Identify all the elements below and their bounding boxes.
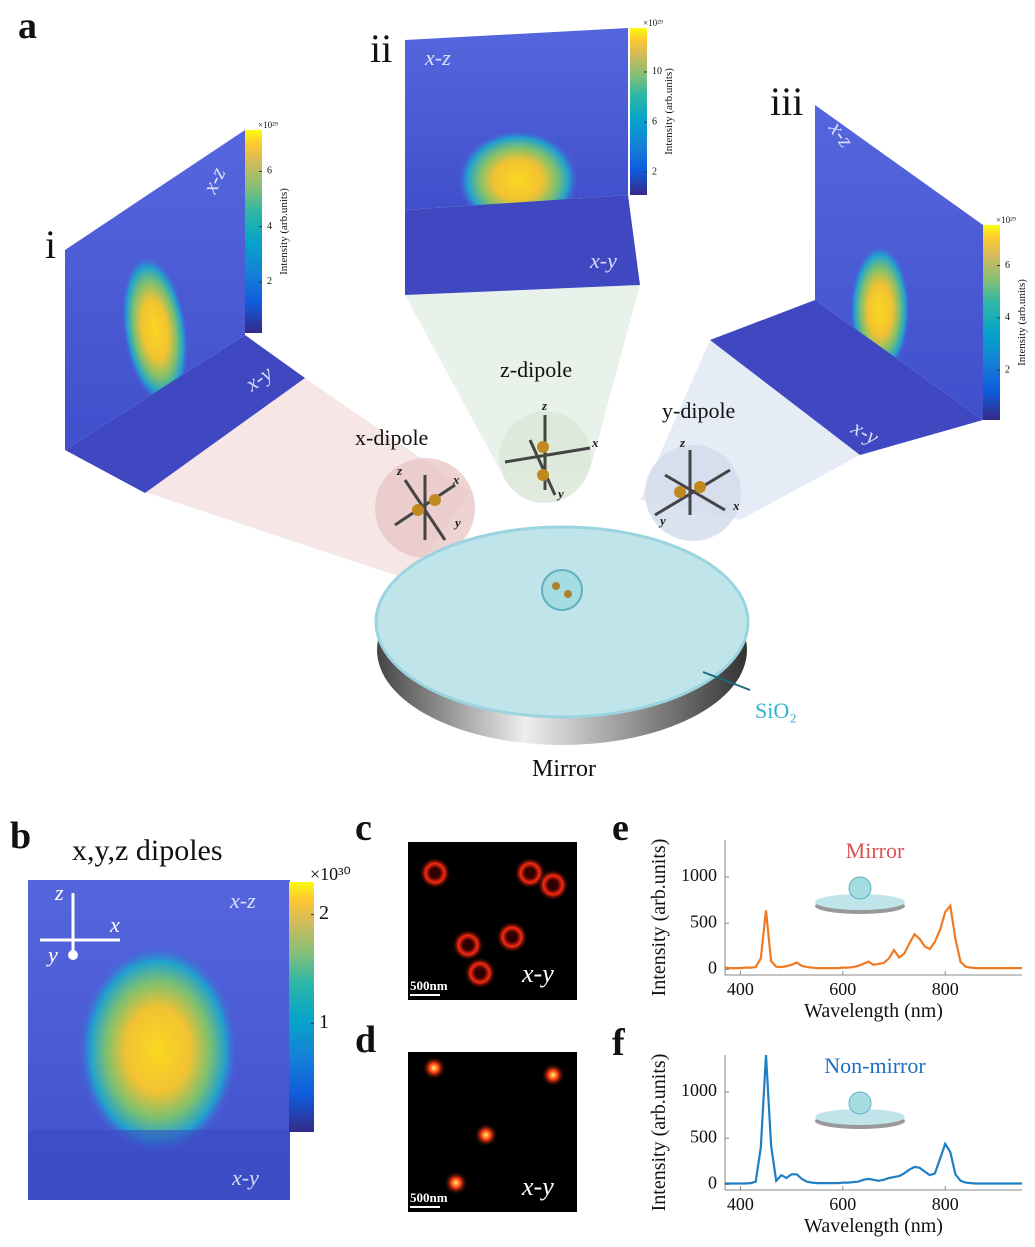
spectrum-line [725,906,1022,968]
panel-label: a [18,5,37,47]
face-label: x-y [231,1165,259,1190]
intensity-spot [78,945,238,1155]
colorbar-tick-label: 2 [267,276,272,287]
y-tick-label: 500 [690,1126,717,1146]
colorbar-tick-label: 6 [267,166,272,177]
panel-label: ii [370,26,392,71]
panel-label: f [612,1022,626,1064]
inset-particle [849,1092,871,1114]
axis-letter: x [591,435,599,450]
plane-label: x-y [521,959,554,988]
axis-letter: z [541,398,548,413]
y-axis-label: Intensity (arb.units) [648,839,670,997]
axis-letter: z [396,463,403,478]
colorbar [983,225,1000,420]
x-axis-label: Wavelength (nm) [804,1215,943,1237]
nanoparticle [552,582,560,590]
plane-label: x-y [521,1172,554,1201]
panel-label: d [355,1019,376,1061]
x-tick-label: 400 [727,1194,754,1214]
inset-particle [849,877,871,899]
panel-label: c [355,807,372,849]
colorbar-tick-label: 1 [319,1011,329,1033]
face-label: x-z [424,45,451,70]
heatmap-floor [405,195,640,295]
colorbar-tick-label: 10 [652,66,662,77]
x-tick-label: 800 [932,1194,959,1214]
nanoparticle [564,590,572,598]
axis-letter: x [109,912,120,937]
mirror-label: Mirror [532,756,596,782]
panel-label: b [10,815,31,857]
dipole-label: x-dipole [355,425,428,450]
colorbar-tick-label: 4 [1005,312,1010,323]
annotation: Non-mirror [824,1053,926,1078]
colorbar-exponent: ×10²⁹ [258,120,278,130]
panel-title: x,y,z dipoles [72,834,223,867]
scale-label: 500nm [410,1190,448,1205]
colorbar-tick-label: 6 [652,116,657,127]
colorbar [289,882,314,1132]
figure: a i ii iii x-z x-y x-z x-y x-z x-y x-dip… [0,0,1035,1247]
y-tick-label: 500 [690,911,717,931]
substrate-label: SiO₂ [755,698,797,723]
x-tick-label: 600 [829,1194,856,1214]
axis-letter: y [658,513,666,528]
colorbar [245,130,262,333]
panel-label: i [45,222,56,267]
dipole-label: y-dipole [662,398,735,423]
colorbar [630,28,647,195]
colorbar-title: Intensity (arb.units) [1016,279,1028,366]
x-tick-label: 400 [727,979,754,999]
colorbar-tick-label: 4 [267,221,272,232]
annotation: Mirror [846,838,905,863]
axis-letter: x [452,472,460,487]
colorbar-tick-label: 2 [652,167,657,178]
face-label: x-y [589,248,617,273]
y-tick-label: 0 [708,958,717,978]
colorbar-title: Intensity (arb.units) [663,68,675,155]
y-axis-label: Intensity (arb.units) [648,1054,670,1212]
sio2-layer [376,527,748,717]
colorbar-tick-label: 6 [1005,260,1010,271]
colorbar-exponent: ×10²⁹ [643,18,663,28]
axis-letter: x [732,498,740,513]
x-axis-label: Wavelength (nm) [804,1000,943,1022]
panel-label: iii [770,79,803,124]
panel-label: e [612,807,629,849]
axis-letter: y [556,486,564,501]
axis-origin [68,950,78,960]
axis-letter: y [46,942,58,967]
scale-label: 500nm [410,978,448,993]
dipole-label: z-dipole [500,357,572,382]
y-tick-label: 1000 [681,1080,717,1100]
face-label: x-z [229,888,256,913]
colorbar-tick-label: 2 [319,902,329,924]
x-tick-label: 800 [932,979,959,999]
nanoparticle [542,570,582,610]
colorbar-exponent: ×10³⁰ [310,864,351,884]
axis-letter: z [54,880,64,905]
axis-letter: z [679,435,686,450]
colorbar-exponent: ×10²⁹ [996,215,1016,225]
x-tick-label: 600 [829,979,856,999]
y-tick-label: 1000 [681,865,717,885]
colorbar-title: Intensity (arb.units) [278,188,290,275]
colorbar-tick-label: 2 [1005,365,1010,376]
y-tick-label: 0 [708,1173,717,1193]
axis-letter: y [453,515,461,530]
